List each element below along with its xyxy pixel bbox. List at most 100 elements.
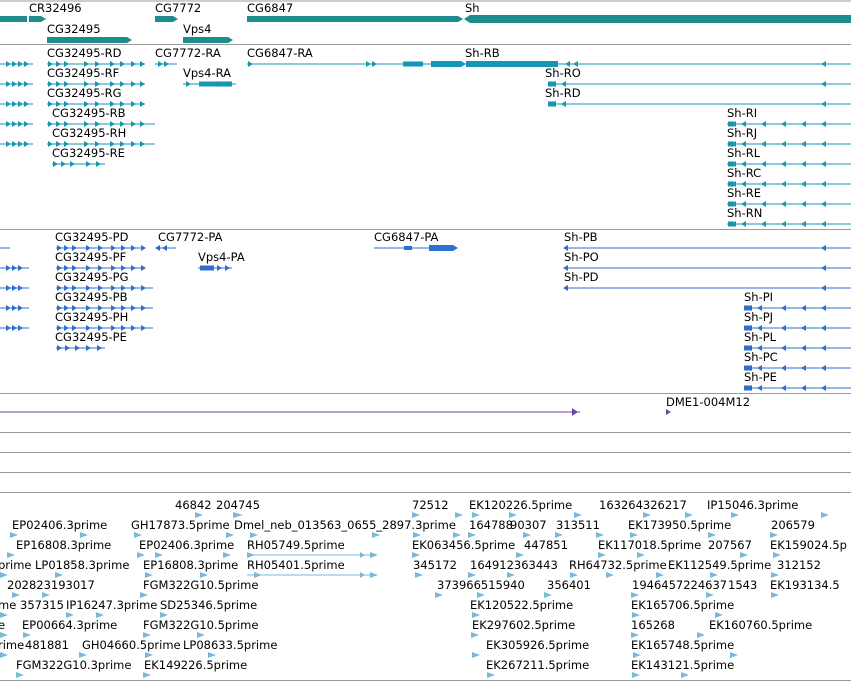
est-label[interactable]: me — [0, 598, 17, 612]
est-label[interactable]: EK165748.5prime — [631, 638, 735, 652]
protein-label[interactable]: CG6847-PA — [374, 230, 439, 244]
est-label[interactable]: EK160760.5prime — [709, 618, 813, 632]
est-label[interactable]: EP02406.3prime — [139, 538, 235, 552]
est-label[interactable]: IP16247.3prime — [66, 598, 158, 612]
est-label[interactable]: 46842 — [175, 498, 212, 512]
est-label[interactable]: 357315 — [20, 598, 64, 612]
est-label[interactable]: EK063456.5prime — [412, 538, 516, 552]
est-label[interactable]: EK149226.5prime — [144, 658, 248, 672]
est-label[interactable]: EK297602.5prime — [472, 618, 576, 632]
est-label[interactable]: LP08633.5prime — [183, 638, 278, 652]
transcript-label[interactable]: CG32495-RH — [52, 126, 127, 140]
protein-label[interactable]: Sh-PD — [564, 270, 599, 284]
est-label[interactable]: EP16808.3prime — [16, 538, 112, 552]
transcript-label[interactable]: CG32495-RE — [52, 146, 125, 160]
gene-label[interactable]: Sh — [465, 1, 480, 15]
est-label[interactable]: EP00664.3prime — [22, 618, 118, 632]
protein-label[interactable]: Vps4-PA — [198, 250, 245, 264]
est-label[interactable]: EK305926.5prime — [486, 638, 590, 652]
protein-label[interactable]: Sh-PL — [744, 330, 777, 344]
repeat-label[interactable]: DME1-004M12 — [666, 395, 751, 409]
protein-label[interactable]: CG32495-PE — [55, 330, 127, 344]
transcript-label[interactable]: Sh-RO — [545, 66, 581, 80]
est-label[interactable]: EK120226.5prime — [469, 498, 573, 512]
est-label[interactable]: FGM322G10.3prime — [16, 658, 132, 672]
est-label[interactable]: FGM322G10.5prime — [143, 618, 259, 632]
est-label[interactable]: EK267211.5prime — [486, 658, 590, 672]
est-label[interactable]: IP15046.3prime — [707, 498, 799, 512]
est-label[interactable]: EK112549.5prime — [668, 558, 772, 572]
transcript-label[interactable]: Sh-RC — [727, 166, 762, 180]
est-label[interactable]: EP02406.3prime — [12, 518, 108, 532]
est-label[interactable]: 72512 — [412, 498, 449, 512]
protein-label[interactable]: CG32495-PG — [55, 270, 129, 284]
est-label[interactable]: 202823193017 — [7, 578, 95, 592]
protein-label[interactable]: CG32495-PB — [55, 290, 128, 304]
transcript-label[interactable]: Sh-RN — [727, 206, 763, 220]
protein-label[interactable]: Sh-PB — [564, 230, 598, 244]
est-label[interactable]: EK173950.5prime — [628, 518, 732, 532]
protein-label[interactable]: Sh-PI — [744, 290, 774, 304]
est-label[interactable]: EK159024.5p — [770, 538, 847, 552]
est-label[interactable]: 164912363443 — [470, 558, 558, 572]
est-label[interactable]: RH05749.5prime — [247, 538, 345, 552]
est-label[interactable]: prime — [0, 558, 32, 572]
gene-label[interactable]: CG32495 — [47, 22, 101, 36]
est-label[interactable]: EK143121.5prime — [631, 658, 735, 672]
transcript-label[interactable]: Sh-RJ — [727, 126, 758, 140]
transcript-label[interactable]: CG32495-RG — [47, 86, 122, 100]
gene-label[interactable]: CG6847 — [247, 1, 294, 15]
est-label[interactable]: Dmel_neb_013563_0655_2897.3prime — [234, 518, 456, 532]
est-label[interactable]: LP01858.3prime — [35, 558, 130, 572]
est-label[interactable]: 373966515940 — [437, 578, 525, 592]
est-label[interactable]: 90307 — [510, 518, 547, 532]
est-label[interactable]: RH05401.5prime — [247, 558, 345, 572]
protein-label[interactable]: CG7772-PA — [158, 230, 223, 244]
est-label[interactable]: RH64732.5prime — [569, 558, 667, 572]
transcript-label[interactable]: CG6847-RA — [247, 46, 313, 60]
est-label[interactable]: EK165706.5prime — [631, 598, 735, 612]
est-label[interactable]: GH17873.5prime — [131, 518, 230, 532]
transcript-label[interactable]: Sh-RL — [727, 146, 761, 160]
transcript-label[interactable]: CG7772-RA — [155, 46, 221, 60]
est-label[interactable]: 313511 — [556, 518, 600, 532]
protein-label[interactable]: CG32495-PF — [55, 250, 127, 264]
est-label[interactable]: 206579 — [771, 518, 815, 532]
est-label[interactable]: 1946457224637 — [632, 578, 728, 592]
est-label[interactable]: 312152 — [777, 558, 821, 572]
est-label[interactable]: 163264326217 — [599, 498, 687, 512]
est-label[interactable]: 481881 — [25, 638, 69, 652]
est-label[interactable]: 207567 — [708, 538, 752, 552]
est-label[interactable]: 356401 — [547, 578, 591, 592]
protein-label[interactable]: Sh-PC — [744, 350, 778, 364]
transcript-label[interactable]: Sh-RI — [727, 106, 758, 120]
transcript-label[interactable]: CG32495-RF — [47, 66, 120, 80]
est-label[interactable]: 1543 — [728, 578, 758, 592]
est-label[interactable]: FGM322G10.5prime — [143, 578, 259, 592]
est-label[interactable]: EK120522.5prime — [470, 598, 574, 612]
transcript-label[interactable]: CG32495-RB — [52, 106, 126, 120]
est-label[interactable]: 165268 — [631, 618, 675, 632]
transcript-label[interactable]: Vps4-RA — [183, 66, 232, 80]
est-label[interactable]: 204745 — [216, 498, 260, 512]
protein-label[interactable]: CG32495-PD — [55, 230, 129, 244]
gene-label[interactable]: CG7772 — [155, 1, 202, 15]
transcript-label[interactable]: Sh-RB — [465, 46, 500, 60]
est-label[interactable]: EP16808.3prime — [143, 558, 239, 572]
transcript-label[interactable]: CG32495-RD — [47, 46, 122, 60]
gene-label[interactable]: Vps4 — [183, 22, 212, 36]
transcript-label[interactable]: Sh-RD — [545, 86, 581, 100]
est-label[interactable]: EK117018.5prime — [598, 538, 702, 552]
protein-label[interactable]: Sh-PJ — [744, 310, 774, 324]
gene-label[interactable]: CR32496 — [29, 1, 82, 15]
est-label[interactable]: e — [0, 618, 6, 632]
est-label[interactable]: 447851 — [524, 538, 568, 552]
est-label[interactable]: rime — [0, 638, 25, 652]
protein-label[interactable]: Sh-PO — [564, 250, 599, 264]
transcript-label[interactable]: Sh-RE — [727, 186, 761, 200]
est-label[interactable]: SD25346.5prime — [160, 598, 258, 612]
est-label[interactable]: EK193134.5 — [770, 578, 840, 592]
est-label[interactable]: 164788 — [469, 518, 513, 532]
est-label[interactable]: GH04660.5prime — [82, 638, 181, 652]
protein-label[interactable]: Sh-PE — [744, 370, 777, 384]
